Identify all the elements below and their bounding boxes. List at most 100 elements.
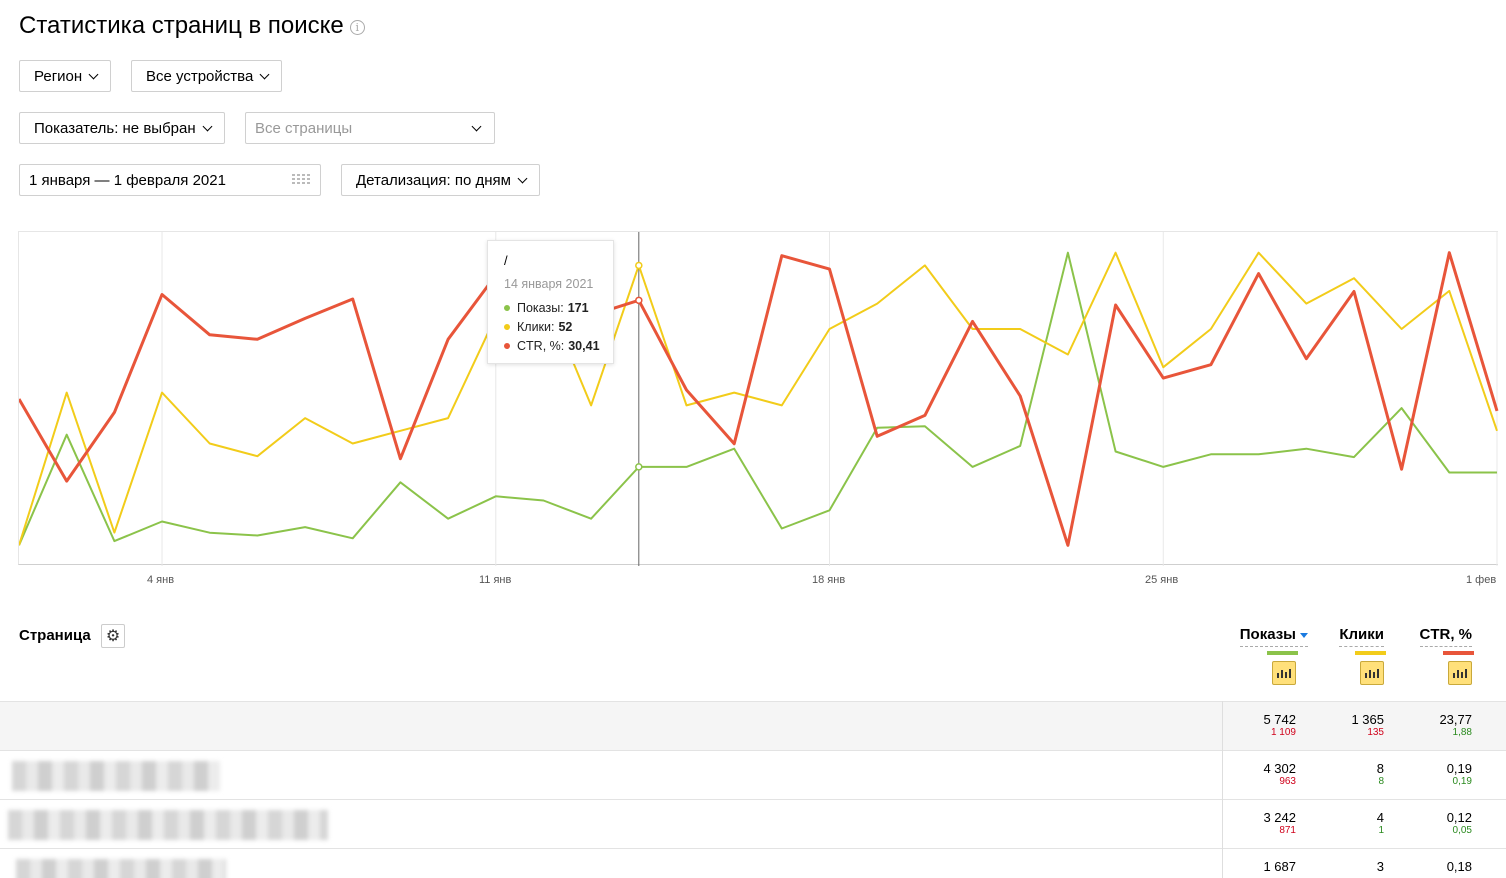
total-shows: 5 742 [1263, 712, 1296, 727]
row-clicks-cell: 3 [1377, 859, 1384, 874]
devices-select-label: Все устройства [146, 67, 254, 85]
row-clicks-delta: 1 [1378, 825, 1384, 836]
total-clicks-cell: 1 365 135 [1351, 712, 1384, 739]
tooltip-row-ctr: CTR, %: 30,41 [504, 336, 613, 355]
region-select[interactable]: Регион [19, 60, 111, 92]
sort-desc-icon [1300, 632, 1308, 638]
indicator-select[interactable]: Показатель: не выбран [19, 112, 225, 144]
settings-gear-icon[interactable]: ⚙ [101, 624, 125, 648]
row-ctr-cell: 0,19 0,19 [1447, 761, 1472, 788]
x-tick-label: 11 янв [479, 574, 512, 586]
x-tick-label: 1 фев [1466, 574, 1497, 586]
row-ctr-cell: 0,18 [1447, 859, 1472, 874]
row-ctr: 0,18 [1446, 859, 1472, 874]
total-shows-delta: 1 109 [1270, 727, 1296, 738]
detail-select[interactable]: Детализация: по дням [341, 164, 540, 196]
row-ctr: 0,19 [1446, 761, 1472, 776]
row-shows-delta: 871 [1279, 825, 1296, 836]
row-ctr: 0,12 [1446, 810, 1472, 825]
total-ctr-delta: 1,88 [1452, 727, 1472, 738]
table-row[interactable] [0, 799, 1506, 848]
tooltip-date: 14 января 2021 [504, 277, 594, 291]
column-label[interactable]: CTR, % [1419, 626, 1472, 647]
row-ctr-cell: 0,12 0,05 [1447, 810, 1472, 837]
devices-select[interactable]: Все устройства [131, 60, 282, 92]
info-icon[interactable]: i [349, 20, 365, 35]
table-header-page: Страница [19, 627, 91, 644]
blurred-page-url [16, 859, 226, 878]
column-header-shows[interactable]: Показы [1239, 626, 1308, 647]
table-row[interactable] [0, 750, 1506, 799]
chevron-down-icon [202, 121, 213, 131]
highlight-point [635, 261, 643, 270]
x-tick-label: 25 янв [1145, 574, 1179, 586]
column-label-text: Показы [1239, 626, 1296, 643]
detail-select-label: Детализация: по дням [356, 171, 511, 189]
chevron-down-icon [88, 69, 99, 79]
tooltip-label: CTR, %: [517, 338, 565, 353]
page-title: Статистика страниц в поиске i [19, 12, 365, 40]
row-shows: 1 687 [1263, 859, 1296, 874]
tooltip-value: 52 [558, 319, 573, 334]
row-clicks-delta: 8 [1378, 776, 1384, 787]
indicator-select-label: Показатель: не выбран [34, 119, 196, 137]
total-ctr-cell: 23,77 1,88 [1439, 712, 1472, 739]
chart-toggle-clicks-icon[interactable] [1360, 661, 1384, 685]
column-header-clicks[interactable]: Клики [1339, 626, 1384, 647]
series-line-ctr [19, 251, 1499, 547]
column-header-ctr[interactable]: CTR, % [1419, 626, 1472, 647]
row-clicks: 8 [1376, 761, 1384, 776]
region-select-label: Регион [34, 67, 83, 85]
total-ctr: 23,77 [1439, 712, 1472, 727]
chevron-down-icon [259, 69, 270, 79]
chevron-down-icon [517, 173, 528, 183]
chart-tooltip: / 14 января 2021 Показы: 171 Клики: 52 CTR… [487, 240, 614, 364]
table-total-row [0, 701, 1506, 750]
total-clicks-delta: 135 [1367, 727, 1384, 738]
column-color-bar-clicks [1355, 651, 1386, 655]
row-shows: 4 302 [1263, 761, 1296, 776]
page-title-text: Статистика страниц в поиске [19, 12, 344, 39]
tooltip-value: 171 [567, 300, 589, 315]
row-shows-cell: 3 242 871 [1263, 810, 1296, 837]
row-clicks: 4 [1376, 810, 1384, 825]
legend-dot-shows [504, 304, 510, 311]
date-range-value: 1 января — 1 февраля 2021 [29, 171, 226, 189]
tooltip-label: Показы: [517, 300, 564, 315]
series-line-clicks [19, 251, 1498, 546]
column-label[interactable]: Показы [1239, 626, 1308, 647]
x-tick-label: 4 янв [147, 574, 175, 586]
series-line-shows [19, 251, 1497, 546]
tooltip-title: / [504, 253, 508, 268]
column-color-bar-shows [1267, 651, 1298, 655]
chart-toggle-ctr-icon[interactable] [1448, 661, 1472, 685]
line-chart[interactable] [19, 232, 1499, 566]
column-color-bar-ctr [1443, 651, 1474, 655]
highlight-point [635, 296, 643, 305]
table-row[interactable] [0, 848, 1506, 878]
blurred-page-url [12, 761, 220, 791]
pages-select[interactable]: Все страницы [245, 112, 495, 144]
pages-select-placeholder: Все страницы [255, 119, 353, 137]
row-ctr-delta: 0,19 [1452, 776, 1472, 787]
tooltip-row-clicks: Клики: 52 [504, 317, 613, 336]
tooltip-row-shows: Показы: 171 [504, 298, 613, 317]
blurred-page-url [8, 810, 328, 840]
column-label[interactable]: Клики [1339, 626, 1384, 647]
row-ctr-delta: 0,05 [1452, 825, 1472, 836]
legend-dot-clicks [504, 323, 510, 330]
tooltip-value: 30,41 [568, 338, 600, 353]
row-shows: 3 242 [1263, 810, 1296, 825]
table-divider [1222, 701, 1223, 878]
legend-dot-ctr [504, 342, 510, 349]
date-range-input[interactable]: 1 января — 1 февраля 2021 [19, 164, 321, 196]
row-clicks: 3 [1376, 859, 1384, 874]
chart-toggle-shows-icon[interactable] [1272, 661, 1296, 685]
highlight-point [635, 463, 643, 471]
chart-area[interactable] [18, 231, 1499, 566]
calendar-icon[interactable] [292, 174, 310, 186]
total-clicks: 1 365 [1351, 712, 1384, 727]
row-shows-cell: 1 687 [1263, 859, 1296, 874]
